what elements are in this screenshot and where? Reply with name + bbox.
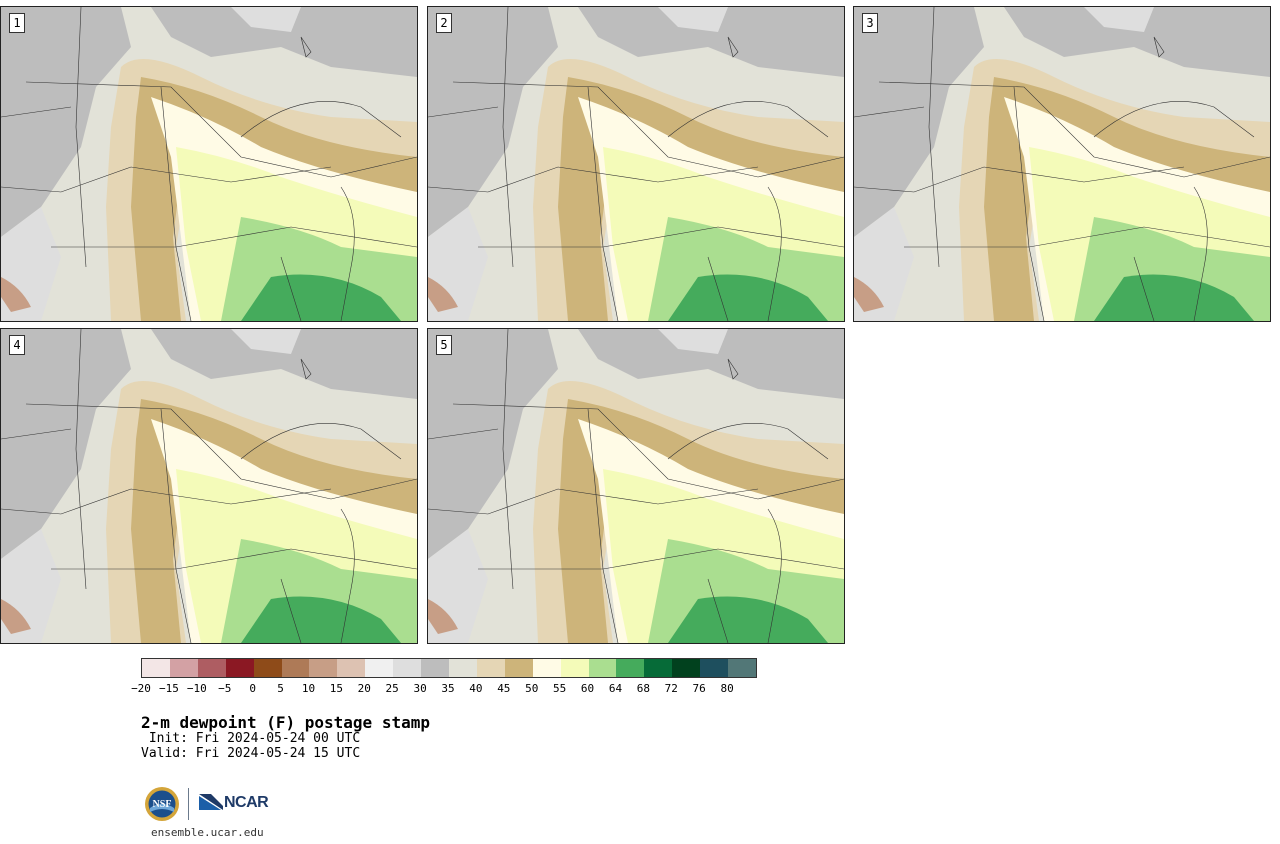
logo-divider (188, 788, 189, 820)
valid-time: Valid: Fri 2024-05-24 15 UTC (141, 746, 361, 761)
colorbar-tick-label: 20 (357, 682, 371, 695)
colorbar-tick-label: 5 (277, 682, 284, 695)
colorbar-tick-label: 76 (692, 682, 706, 695)
colorbar-swatch (448, 659, 477, 677)
colorbar-swatch (644, 659, 673, 677)
colorbar-swatch (337, 659, 366, 677)
figure-title: 2-m dewpoint (F) postage stamp (141, 713, 430, 732)
init-time: Init: Fri 2024-05-24 00 UTC (141, 731, 361, 746)
colorbar-tick-label: 72 (664, 682, 678, 695)
map-panel-5: 5 (427, 328, 845, 644)
colorbar-tick-label: 0 (249, 682, 256, 695)
colorbar-tick-label: 35 (441, 682, 455, 695)
colorbar-swatch (588, 659, 617, 677)
colorbar-tick-label: 64 (608, 682, 623, 695)
colorbar-tick-label: 60 (580, 682, 595, 695)
colorbar-swatch (728, 659, 756, 677)
colorbar-swatch (169, 659, 198, 677)
colorbar-swatch (672, 659, 701, 677)
panel-number-5: 5 (436, 335, 452, 355)
colorbar-tick-label: 15 (329, 682, 343, 695)
map-2 (428, 7, 844, 321)
colorbar-swatch (365, 659, 394, 677)
colorbar-tick-label: 25 (385, 682, 399, 695)
panel-number-2: 2 (436, 13, 452, 33)
map-panel-2: 2 (427, 6, 845, 322)
colorbar-tick-label: 80 (720, 682, 734, 695)
colorbar-tick-label: 50 (525, 682, 539, 695)
panel-number-1: 1 (9, 13, 25, 33)
colorbar-tick-label: −10 (186, 682, 207, 695)
nsf-logo-text: NSF (153, 799, 172, 810)
map-panel-3: 3 (853, 6, 1271, 322)
colorbar (141, 658, 757, 678)
colorbar-swatch (393, 659, 422, 677)
ncar-logo-mark (199, 794, 223, 810)
colorbar-swatch (476, 659, 505, 677)
map-4 (1, 329, 417, 643)
map-panel-1: 1 (0, 6, 418, 322)
colorbar-swatch (616, 659, 645, 677)
colorbar-swatch (142, 659, 170, 677)
map-panel-4: 4 (0, 328, 418, 644)
colorbar-swatch (253, 659, 282, 677)
colorbar-swatch (504, 659, 533, 677)
colorbar-swatch (532, 659, 561, 677)
colorbar-swatch (700, 659, 729, 677)
colorbar-swatch (421, 659, 449, 677)
colorbar-ticks: −20 −15 −10 −5 0 5 10 15 20 25 30 35 40 45 50 55 60 64 68 7… (131, 682, 757, 696)
ncar-logo-text: NCAR (224, 794, 269, 811)
map-5 (428, 329, 844, 643)
panel-number-3: 3 (862, 13, 878, 33)
colorbar-tick-label: 45 (497, 682, 511, 695)
site-url: ensemble.ucar.edu (151, 826, 264, 839)
nsf-logo: NSF (145, 787, 179, 821)
panel-number-4: 4 (9, 335, 25, 355)
colorbar-tick-label: −5 (218, 682, 232, 695)
colorbar-tick-label: −15 (158, 682, 179, 695)
colorbar-tick-label: 30 (413, 682, 427, 695)
colorbar-tick-label: 68 (636, 682, 650, 695)
colorbar-swatch (281, 659, 310, 677)
map-1 (1, 7, 417, 321)
colorbar-tick-label: 10 (301, 682, 316, 695)
colorbar-tick-label: 40 (469, 682, 483, 695)
colorbar-swatch (560, 659, 589, 677)
colorbar-tick-label: −20 (131, 682, 151, 695)
colorbar-tick-label: 55 (553, 682, 567, 695)
colorbar-swatch (225, 659, 254, 677)
colorbar-swatch (309, 659, 338, 677)
colorbar-swatch (197, 659, 226, 677)
map-3 (854, 7, 1270, 321)
